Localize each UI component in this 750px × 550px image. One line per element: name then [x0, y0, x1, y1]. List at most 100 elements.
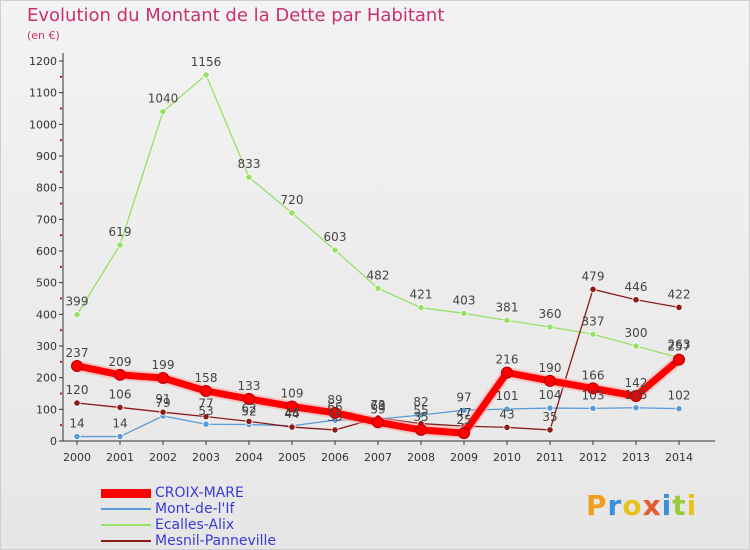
series-ecalles-alix — [73, 71, 683, 362]
data-label: 337 — [582, 314, 605, 328]
data-label: 209 — [109, 355, 132, 369]
data-label: 48 — [284, 406, 299, 420]
data-point — [116, 241, 124, 249]
data-label: 89 — [327, 393, 342, 407]
x-tick-label: 2003 — [192, 451, 220, 464]
data-label: 422 — [668, 287, 691, 301]
data-point — [546, 323, 554, 331]
x-tick-label: 2011 — [536, 451, 564, 464]
y-minor-tick — [60, 202, 62, 205]
y-tick-label: 0 — [50, 435, 57, 448]
data-point — [503, 405, 511, 413]
data-label: 25 — [456, 413, 471, 427]
data-label: 263 — [668, 338, 691, 352]
data-label: 166 — [582, 368, 605, 382]
x-tick-label: 2006 — [321, 451, 349, 464]
x-tick-label: 2009 — [450, 451, 478, 464]
chart-axes: 0 100 200 300 400 500 600 700 800 900 1000 1100 1200… — [29, 53, 715, 464]
data-label: 59 — [370, 402, 385, 416]
data-point — [460, 406, 468, 414]
data-label: 720 — [281, 193, 304, 207]
legend-item: Ecalles-Alix — [101, 517, 331, 533]
chart-title: Evolution du Montant de la Dette par Hab… — [27, 5, 445, 26]
data-point — [116, 432, 124, 441]
data-label: 109 — [281, 386, 304, 400]
series-croix-mare — [71, 353, 685, 440]
data-label: 399 — [66, 295, 89, 309]
data-label: 47 — [456, 406, 471, 420]
data-label: 53 — [198, 404, 213, 418]
y-minor-tick — [60, 329, 62, 332]
y-tick-label: 800 — [36, 182, 57, 195]
data-point — [245, 417, 253, 425]
data-point — [503, 316, 511, 324]
brand-letter: r — [607, 489, 623, 522]
data-point — [630, 390, 642, 403]
y-tick-label: 1000 — [29, 118, 57, 131]
legend-item: Mont-de-l'If — [101, 501, 331, 517]
data-label: 1040 — [148, 92, 179, 106]
data-label: 190 — [539, 361, 562, 375]
legend-item: CROIX-MARE — [101, 485, 331, 501]
x-tick-label: 2005 — [278, 451, 306, 464]
y-tick-label: 500 — [36, 277, 57, 290]
legend-label: Mont-de-l'If — [155, 501, 235, 517]
data-point — [73, 399, 81, 407]
data-label: 403 — [453, 293, 476, 307]
data-label: 14 — [69, 417, 84, 431]
data-label: 69 — [370, 399, 385, 413]
data-label: 62 — [241, 401, 256, 415]
data-point — [329, 406, 341, 419]
x-tick-label: 2007 — [364, 451, 392, 464]
y-tick-label: 300 — [36, 340, 57, 353]
x-tick-label: 2008 — [407, 451, 435, 464]
y-minor-tick — [60, 107, 62, 110]
data-label: 603 — [324, 230, 347, 244]
data-point — [589, 285, 597, 293]
data-label: 158 — [195, 371, 218, 385]
data-point — [243, 392, 255, 405]
data-label: 35 — [413, 410, 428, 424]
data-label: 52 — [241, 405, 256, 419]
data-point — [546, 426, 554, 434]
legend-swatch — [101, 488, 151, 498]
data-label: 1156 — [191, 55, 222, 69]
y-minor-tick — [60, 424, 62, 427]
data-point — [245, 173, 253, 181]
data-point — [202, 413, 210, 421]
data-point — [372, 416, 384, 429]
y-tick-label: 200 — [36, 372, 57, 385]
data-label: 106 — [109, 387, 132, 401]
brand-letter: P — [586, 489, 608, 522]
x-tick-label: 2001 — [106, 451, 134, 464]
data-label: 35 — [327, 410, 342, 424]
data-label: 619 — [109, 225, 132, 239]
data-point — [632, 404, 640, 412]
data-point — [501, 366, 513, 379]
data-point — [589, 330, 597, 338]
data-point — [675, 405, 683, 413]
data-point — [589, 404, 597, 412]
data-point — [331, 246, 339, 254]
data-label: 97 — [456, 390, 471, 404]
y-minor-tick — [60, 265, 62, 268]
data-point — [544, 374, 556, 387]
y-tick-label: 600 — [36, 245, 57, 258]
data-label: 105 — [625, 388, 648, 402]
data-label: 833 — [238, 157, 261, 171]
data-point — [673, 353, 685, 366]
brand-letter: x — [642, 489, 662, 522]
data-label: 104 — [539, 388, 562, 402]
data-label: 360 — [539, 307, 562, 321]
data-point — [632, 342, 640, 350]
y-minor-tick — [60, 139, 62, 142]
data-label: 446 — [625, 280, 648, 294]
data-point — [114, 368, 126, 381]
y-minor-tick — [60, 75, 62, 78]
data-label: 44 — [284, 407, 299, 421]
y-tick-label: 100 — [36, 403, 57, 416]
data-label: 300 — [625, 326, 648, 340]
data-point — [415, 423, 427, 436]
data-point — [546, 404, 554, 412]
